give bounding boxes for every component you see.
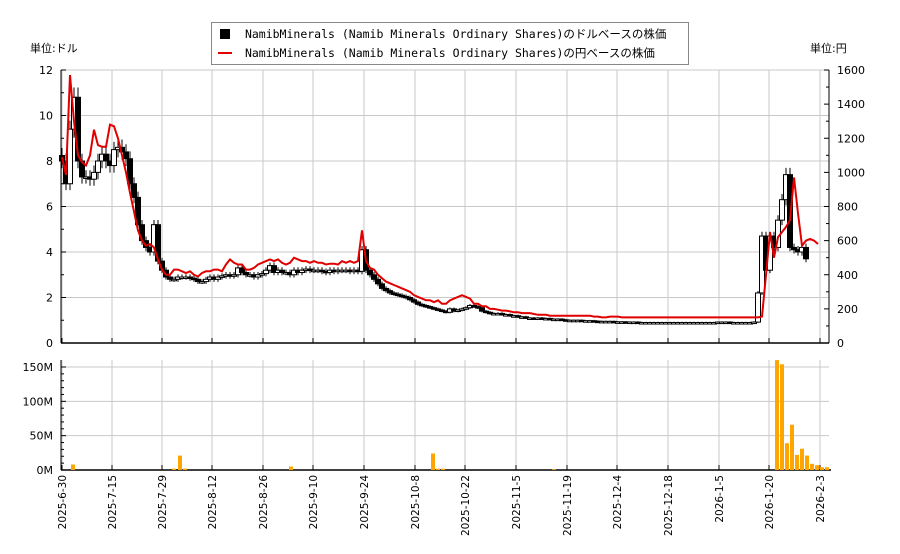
y-tick-left: 12 — [39, 64, 53, 77]
volume-y-tick: 0M — [37, 464, 54, 477]
y-tick-right: 800 — [837, 201, 858, 214]
volume-y-tick: 50M — [30, 430, 54, 443]
right-unit-label: 単位:円 — [810, 42, 847, 55]
left-unit-label: 単位:ドル — [30, 42, 78, 55]
x-tick-label: 2025-11-19 — [562, 475, 574, 536]
x-tick-label: 2025-7-15 — [107, 475, 119, 529]
jpy-price-line — [61, 75, 819, 319]
x-tick-label: 2026-1-20 — [764, 475, 776, 529]
y-tick-right: 1000 — [837, 166, 865, 179]
y-tick-left: 8 — [46, 155, 53, 168]
price-grid — [61, 69, 829, 343]
legend-item-jpy: NamibMinerals (Namib Minerals Ordinary S… — [218, 45, 655, 63]
x-tick-label: 2025-12-18 — [663, 475, 675, 536]
y-tick-right: 600 — [837, 235, 858, 248]
volume-y-tick: 100M — [23, 395, 54, 408]
x-tick-label: 2026-2-3 — [815, 475, 827, 523]
chart-legend: NamibMinerals (Namib Minerals Ordinary S… — [211, 22, 689, 65]
x-tick-label: 2026-1-5 — [714, 475, 726, 523]
y-tick-right: 1600 — [837, 64, 865, 77]
y-tick-left: 2 — [46, 292, 53, 305]
x-tick-label: 2025-8-26 — [258, 475, 270, 530]
y-tick-right: 200 — [837, 303, 858, 316]
legend-item-usd: NamibMinerals (Namib Minerals Ordinary S… — [218, 26, 666, 44]
y-tick-left: 4 — [46, 246, 53, 259]
x-tick-label: 2025-10-8 — [410, 475, 422, 529]
x-tick-label: 2025-10-22 — [460, 475, 472, 536]
y-tick-left: 0 — [46, 337, 53, 350]
y-tick-right: 400 — [837, 269, 858, 282]
x-tick-label: 2025-9-10 — [308, 475, 320, 529]
x-tick-label: 2025-7-29 — [157, 475, 169, 529]
x-tick-label: 2025-8-12 — [207, 475, 219, 529]
x-tick-label: 2025-11-5 — [511, 475, 523, 529]
volume-y-tick: 150M — [23, 361, 54, 374]
legend-label-usd: NamibMinerals (Namib Minerals Ordinary S… — [244, 27, 667, 41]
volume-grid — [61, 360, 829, 470]
legend-label-jpy: NamibMinerals (Namib Minerals Ordinary S… — [244, 46, 655, 60]
x-tick-label: 2025-12-4 — [612, 475, 624, 530]
red-line-icon — [218, 52, 232, 54]
volume-bars — [71, 360, 829, 470]
y-tick-left: 10 — [39, 110, 53, 123]
black-square-icon — [220, 29, 230, 39]
y-tick-right: 1400 — [837, 98, 865, 111]
y-tick-left: 6 — [46, 201, 53, 214]
x-tick-label: 2025-6-30 — [57, 475, 69, 529]
y-tick-right: 1200 — [837, 132, 865, 145]
x-tick-label: 2025-9-24 — [359, 475, 371, 530]
y-tick-right: 0 — [837, 337, 844, 350]
usd-candles — [59, 87, 809, 325]
axes: 0 2 4 6 8 10 12 0 200 400 600 800 1000 1200 1400 1600 0M… — [23, 64, 866, 536]
